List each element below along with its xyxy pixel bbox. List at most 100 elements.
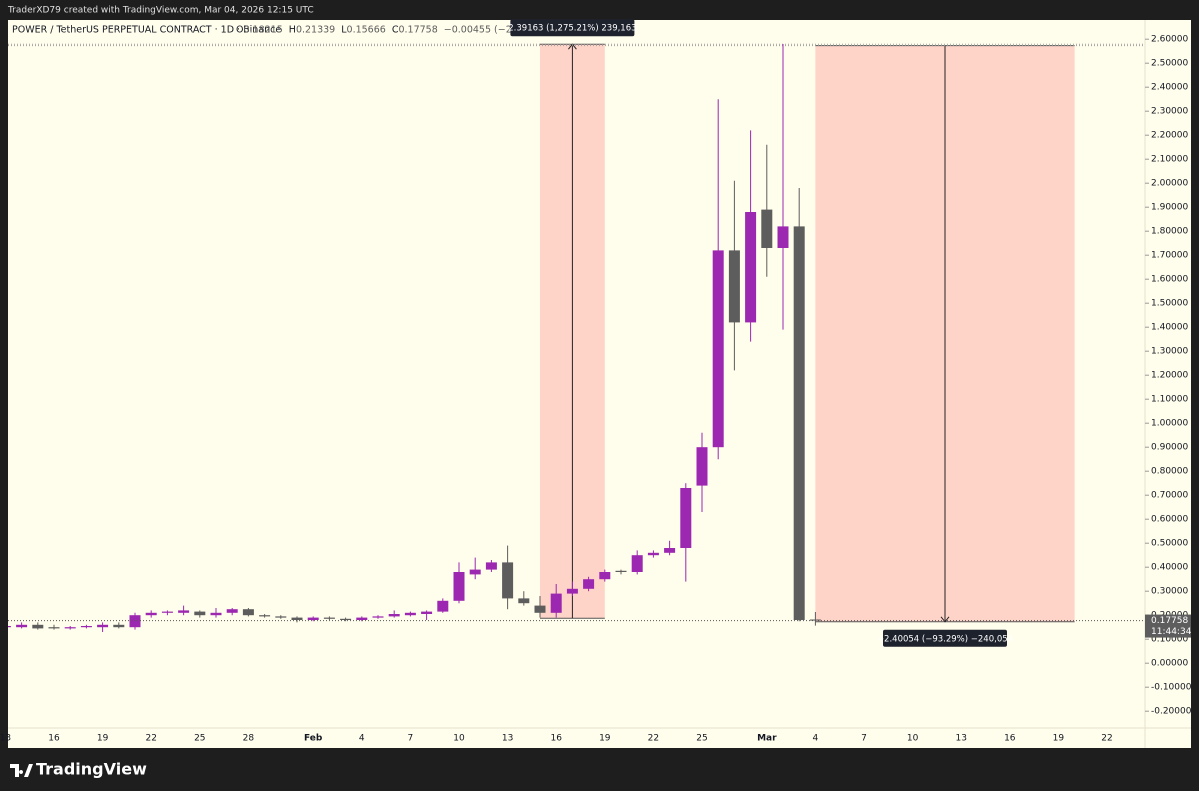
- x-tick-label: Feb: [304, 734, 323, 744]
- y-tick-label: 1.10000: [1151, 395, 1188, 405]
- x-tick-label: 10: [453, 734, 465, 744]
- y-tick-label: 1.80000: [1151, 227, 1188, 237]
- x-tick-label: 19: [599, 734, 611, 744]
- legend-key: L: [341, 25, 347, 36]
- legend-value: 0.21339: [296, 25, 335, 36]
- x-tick-label: 22: [145, 734, 156, 744]
- y-tick-label: 2.50000: [1151, 59, 1188, 69]
- y-tick-label: 0.60000: [1151, 515, 1188, 525]
- legend-key: O: [236, 25, 243, 36]
- y-tick-label: 2.40000: [1151, 83, 1188, 93]
- candle-body: [793, 226, 805, 620]
- x-tick-label: 13: [502, 734, 513, 744]
- price-label-box: [1145, 614, 1191, 638]
- brand: TradingView: [36, 760, 147, 779]
- x-tick-label: 16: [550, 734, 562, 744]
- x-tick-label: 22: [648, 734, 659, 744]
- label-box: [883, 629, 1007, 647]
- legend-key: C: [392, 25, 399, 36]
- x-tick-label: 7: [861, 734, 867, 744]
- caption: TraderXD79 created with TradingView.com,…: [7, 6, 314, 16]
- candle-body: [761, 209, 773, 248]
- candle-body: [647, 552, 659, 556]
- y-tick-label: 1.60000: [1151, 275, 1188, 285]
- candle-body: [178, 610, 190, 613]
- candle-body: [372, 616, 384, 618]
- candle-body: [518, 598, 530, 604]
- candle-body: [97, 624, 109, 628]
- candle-body: [307, 617, 319, 620]
- legend: POWER / TetherUS PERPETUAL CONTRACT · 1D…: [12, 25, 540, 36]
- x-tick-label: 7: [408, 734, 414, 744]
- y-tick-label: 1.50000: [1151, 299, 1188, 309]
- candle-body: [388, 614, 400, 617]
- x-tick-label: 28: [243, 734, 255, 744]
- y-tick-label: 2.00000: [1151, 179, 1188, 189]
- x-tick-label: 25: [194, 734, 205, 744]
- y-tick-label: 0.90000: [1151, 443, 1188, 453]
- y-tick-label: 0.00000: [1151, 659, 1188, 669]
- candle-body: [48, 627, 60, 629]
- candle-body: [631, 555, 643, 572]
- candle-body: [275, 616, 287, 618]
- y-tick-label: -0.20000: [1151, 707, 1192, 717]
- x-tick-label: 4: [359, 734, 365, 744]
- candle-body: [599, 572, 611, 580]
- axes: 2.60000 2.50000 2.40000 2.30000 2.20000 2.100…: [0, 35, 1192, 744]
- candle-body: [421, 611, 433, 614]
- candle-body: [502, 562, 514, 599]
- brand-logo: TradingView: [10, 760, 147, 779]
- y-tick-label: 0.40000: [1151, 563, 1188, 573]
- candle-body: [210, 612, 222, 616]
- candle-body: [583, 579, 595, 589]
- plot: [8, 43, 1145, 632]
- y-tick-label: 0.80000: [1151, 467, 1188, 477]
- measure-text: −2.40054 (−93.29%) −240,054: [877, 634, 1013, 644]
- y-tick-label: 1.70000: [1151, 251, 1188, 261]
- y-tick-label: 0.70000: [1151, 491, 1188, 501]
- candle-body: [469, 569, 481, 575]
- candle-body: [712, 250, 724, 448]
- candle-body: [32, 624, 44, 629]
- x-tick-label: 13: [955, 734, 966, 744]
- countdown: 11:44:34: [1151, 627, 1192, 637]
- x-tick-label: 19: [1053, 734, 1065, 744]
- legend-value: 0.15666: [347, 25, 386, 36]
- x-tick-label: 4: [813, 734, 819, 744]
- legend-change: −0.00455 (−2.50%): [444, 25, 540, 36]
- y-tick-label: 2.20000: [1151, 131, 1188, 141]
- measure-label: −2.40054 (−93.29%) −240,054: [877, 629, 1013, 647]
- y-tick-label: 0.30000: [1151, 587, 1188, 597]
- candle-body: [16, 624, 28, 628]
- candle-body: [453, 572, 465, 601]
- candle-body: [664, 548, 676, 553]
- label-box: [510, 19, 635, 37]
- measure-text: 2.39163 (1,275.21%) 239,163: [508, 24, 636, 34]
- x-tick-label: 16: [48, 734, 60, 744]
- x-tick-label: 16: [1004, 734, 1016, 744]
- legend-value: 0.17758: [398, 25, 437, 36]
- candle-body: [615, 570, 627, 572]
- measure-label: 2.39163 (1,275.21%) 239,163: [508, 19, 637, 37]
- y-tick-label: 0.10000: [1151, 635, 1188, 645]
- candle-body: [194, 611, 206, 616]
- candle-body: [404, 612, 416, 616]
- candle-body: [680, 488, 692, 548]
- candle-body: [113, 624, 125, 628]
- x-tick-label: 25: [696, 734, 707, 744]
- symbol: POWER / TetherUS PERPETUAL CONTRACT · 1D…: [12, 25, 281, 36]
- candle-body: [696, 447, 708, 486]
- y-tick-label: 1.30000: [1151, 347, 1188, 357]
- candle-body: [291, 617, 303, 620]
- x-tick-label: Mar: [757, 734, 777, 744]
- candle-body: [64, 627, 76, 629]
- y-tick-label: 1.20000: [1151, 371, 1188, 381]
- candle-body: [437, 600, 449, 612]
- candle-body: [745, 212, 757, 323]
- candle-body: [566, 588, 578, 594]
- candle-body: [80, 626, 92, 628]
- candle-body: [226, 609, 238, 613]
- x-tick-label: 10: [907, 734, 919, 744]
- candle-body: [8, 626, 11, 628]
